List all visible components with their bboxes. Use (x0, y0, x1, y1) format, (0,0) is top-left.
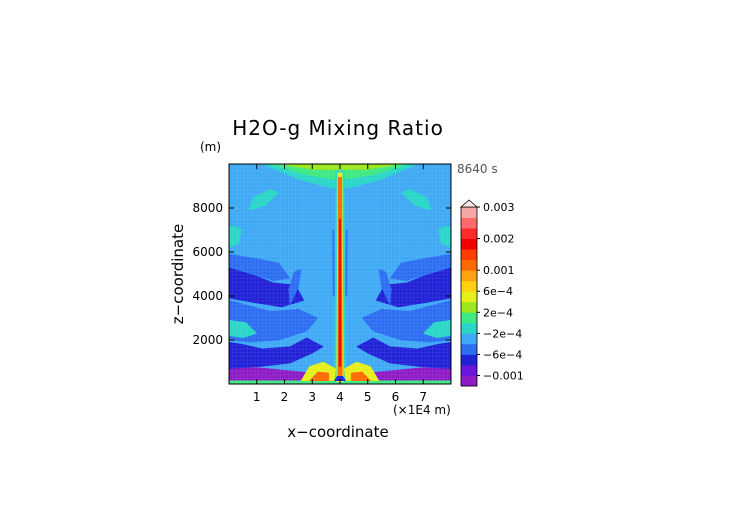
x-units-label: (×1E4 m) (393, 403, 451, 417)
y-tick-label: 6000 (192, 245, 223, 259)
chart-title: H2O-g Mixing Ratio (232, 116, 444, 140)
colorbar-label: 0.001 (483, 264, 515, 277)
x-tick-label: 5 (364, 390, 372, 404)
colorbar-swatch (461, 280, 477, 292)
x-tick-label: 1 (253, 390, 261, 404)
right-dark-blue-band (356, 337, 451, 369)
colorbar-label: 6e−4 (483, 285, 513, 298)
colorbar-swatch (461, 259, 477, 271)
colorbar-swatch (461, 301, 477, 313)
plume-red-core (338, 218, 342, 367)
right-plume-streak (345, 229, 348, 297)
colorbar-swatch (461, 322, 477, 334)
colorbar-swatch (461, 343, 477, 355)
y-tick-label: 8000 (192, 201, 223, 215)
colorbar-label: −2e−4 (483, 327, 522, 340)
colorbar-extend-arrow (459, 199, 479, 208)
colorbar-swatch (461, 249, 477, 261)
colorbar-swatch (461, 217, 477, 229)
left-blue-upper (229, 253, 291, 281)
left-dark-blue-band (229, 337, 324, 369)
colorbar-swatch (461, 238, 477, 250)
colorbar-swatch (461, 207, 477, 218)
colorbar-swatch (461, 354, 477, 366)
right-base-orange (350, 371, 372, 381)
right-plume-arm (378, 269, 392, 306)
left-cyan-oval (247, 189, 280, 211)
colorbar-label: 0.002 (483, 233, 515, 246)
left-cyan-blob-low (229, 319, 258, 339)
x-tick-label: 6 (392, 390, 400, 404)
y-axis-title: z−coordinate (169, 224, 187, 324)
colorbar-swatch (461, 228, 477, 239)
left-plume-streak (332, 229, 335, 297)
colorbar-swatch (461, 291, 477, 303)
y-tick-label: 2000 (192, 333, 223, 347)
colorbar-label: 0.003 (483, 201, 515, 214)
x-tick-label: 4 (336, 390, 344, 404)
colorbar-label: −6e−4 (483, 348, 522, 361)
right-cyan-blob-high (438, 225, 451, 248)
colorbar-swatch (461, 333, 477, 345)
colorbar-swatch (461, 270, 477, 282)
y-tick-label: 4000 (192, 289, 223, 303)
right-cyan-blob-low (422, 319, 451, 339)
base-blue-dip (333, 376, 347, 381)
left-base-orange (308, 371, 330, 381)
x-axis-title: x−coordinate (287, 423, 388, 441)
colorbar-label: 2e−4 (483, 306, 513, 319)
x-tick-label: 2 (281, 390, 289, 404)
colorbar-label: −0.001 (483, 369, 524, 382)
colorbar-swatch (461, 364, 477, 376)
left-plume-arm (288, 269, 302, 306)
x-axis: 1 2 3 4 5 6 7 (253, 164, 427, 404)
colorbar-swatch (461, 312, 477, 324)
right-blue-upper (389, 253, 451, 281)
colorbar-swatch (461, 375, 477, 387)
right-cyan-oval (400, 189, 433, 211)
x-tick-label: 7 (419, 390, 427, 404)
time-label: 8640 s (457, 162, 498, 176)
left-cyan-blob-high (229, 225, 242, 248)
plot-area (229, 164, 451, 384)
x-tick-label: 3 (308, 390, 316, 404)
y-units-label: (m) (200, 140, 221, 154)
colorbar: −0.001 −6e−4 −2e−4 2e−4 6e−4 0.001 0.002 0.003 (459, 199, 524, 387)
y-axis: 2000 4000 6000 8000 (192, 201, 451, 347)
